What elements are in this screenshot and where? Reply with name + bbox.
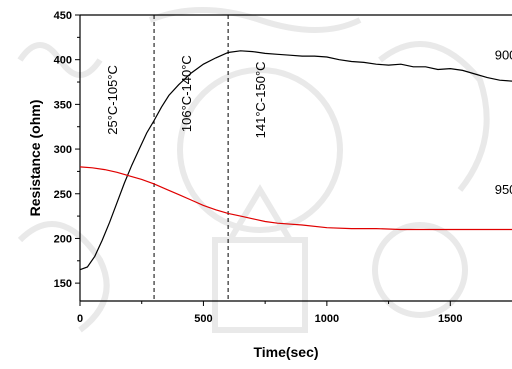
data-point — [474, 229, 475, 230]
data-point — [413, 66, 414, 67]
data-point — [363, 62, 364, 63]
data-point — [265, 221, 266, 222]
data-point — [190, 199, 191, 200]
data-point — [252, 218, 253, 219]
data-point — [166, 189, 167, 190]
data-point — [79, 269, 80, 270]
data-point — [425, 66, 426, 67]
data-point — [109, 222, 110, 223]
data-point — [153, 183, 154, 184]
data-point — [146, 132, 147, 133]
data-point — [265, 53, 266, 54]
data-point — [161, 106, 162, 107]
data-point — [141, 179, 142, 180]
y-tick-label: 250 — [54, 189, 72, 201]
background-watermark — [17, 7, 490, 333]
data-point — [240, 215, 241, 216]
data-point — [228, 52, 229, 53]
data-point — [102, 240, 103, 241]
y-tick-label: 300 — [54, 144, 72, 156]
annotation-label: 106°C-140°C — [179, 55, 194, 132]
data-point — [474, 73, 475, 74]
data-point — [462, 70, 463, 71]
annotation-label: 25°C-105°C — [105, 65, 120, 135]
data-point — [450, 229, 451, 230]
data-point — [339, 59, 340, 60]
data-point — [289, 55, 290, 56]
data-point — [79, 166, 80, 167]
data-point — [376, 64, 377, 65]
data-point — [388, 64, 389, 65]
data-point — [277, 54, 278, 55]
data-point — [376, 228, 377, 229]
data-point — [116, 202, 117, 203]
data-point — [178, 194, 179, 195]
data-point — [400, 229, 401, 230]
y-tick-label: 350 — [54, 99, 72, 111]
data-point — [87, 266, 88, 267]
data-point — [203, 64, 204, 65]
data-point — [326, 56, 327, 57]
data-point — [252, 51, 253, 52]
data-point — [240, 50, 241, 51]
x-tick-label: 1500 — [438, 313, 462, 325]
data-point — [326, 227, 327, 228]
y-tick-label: 450 — [54, 10, 72, 22]
data-point — [499, 229, 500, 230]
data-point — [437, 69, 438, 70]
data-point — [400, 64, 401, 65]
series-line-1 — [79, 166, 512, 231]
x-tick-label: 1000 — [315, 313, 339, 325]
data-point — [139, 148, 140, 149]
y-axis-label: Resistance (ohm) — [27, 100, 43, 217]
data-point — [351, 228, 352, 229]
data-point — [302, 224, 303, 225]
data-point — [104, 169, 105, 170]
data-point — [92, 167, 93, 168]
data-point — [124, 182, 125, 183]
annotation-label: 141°C-150°C — [253, 61, 268, 138]
data-point — [228, 213, 229, 214]
data-point — [116, 172, 117, 173]
data-point — [203, 205, 204, 206]
y-tick-label: 150 — [54, 278, 72, 290]
annotation-label: 900°C — [495, 48, 512, 63]
data-point — [487, 77, 488, 78]
data-point — [425, 229, 426, 230]
x-tick-label: 0 — [77, 313, 83, 325]
annotation-label: 950°C — [495, 182, 512, 197]
data-point — [153, 120, 154, 121]
data-point — [94, 256, 95, 257]
y-tick-label: 400 — [54, 55, 72, 67]
y-tick-label: 200 — [54, 233, 72, 245]
data-point — [351, 61, 352, 62]
data-point — [131, 165, 132, 166]
series-line-0 — [79, 50, 512, 271]
data-point — [129, 175, 130, 176]
x-tick-label: 500 — [194, 313, 212, 325]
data-point — [215, 209, 216, 210]
data-point — [168, 95, 169, 96]
data-point — [450, 68, 451, 69]
data-point — [215, 57, 216, 58]
x-axis-label: Time(sec) — [253, 344, 318, 360]
data-point — [499, 80, 500, 81]
plot-area: 150 200 250 300 350 400 450 0 500 1000 1500 Time(se… — [27, 10, 512, 360]
data-point — [277, 223, 278, 224]
data-point — [314, 56, 315, 57]
data-point — [302, 56, 303, 57]
